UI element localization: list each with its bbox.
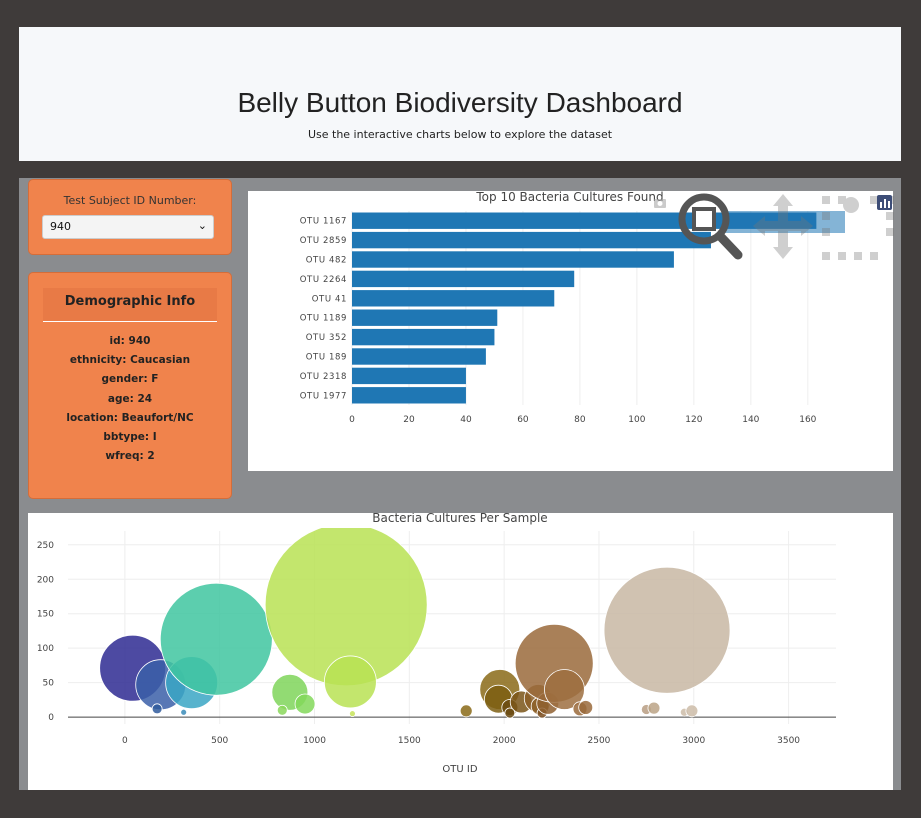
bar-y-tick-label: OTU 2318 <box>300 372 347 382</box>
bar[interactable] <box>352 367 466 385</box>
camera-icon[interactable] <box>654 199 666 208</box>
bar-y-tick-label: OTU 1189 <box>300 314 347 324</box>
bar[interactable] <box>352 251 674 268</box>
selector-label: Test Subject ID Number: <box>63 194 197 207</box>
demo-line: wfreq: 2 <box>105 450 155 463</box>
bar[interactable] <box>352 328 495 346</box>
bubble-point[interactable] <box>603 566 731 694</box>
bar-x-tick-label: 40 <box>460 415 472 425</box>
bubble-point[interactable] <box>544 669 585 710</box>
bar-x-tick-label: 20 <box>403 415 415 425</box>
bar[interactable] <box>352 309 498 326</box>
bar[interactable] <box>352 231 711 249</box>
bubble-point[interactable] <box>180 708 188 716</box>
box-select-icon[interactable] <box>822 196 894 260</box>
bubble-x-tick-label: 3500 <box>777 736 800 746</box>
bubble-x-axis-title: OTU ID <box>442 764 477 775</box>
bubble-y-tick-label: 50 <box>43 679 55 689</box>
bubble-x-tick-label: 500 <box>211 736 228 746</box>
bubble-point[interactable] <box>323 655 377 709</box>
bar-x-tick-label: 80 <box>574 415 586 425</box>
bubble-point[interactable] <box>578 700 594 715</box>
bar-y-tick-label: OTU 41 <box>312 294 347 304</box>
bubble-y-tick-label: 150 <box>37 610 54 620</box>
bar-x-tick-label: 140 <box>742 415 759 425</box>
demo-line: age: 24 <box>107 392 153 405</box>
bubble-point[interactable] <box>159 582 273 696</box>
bubble-y-tick-label: 100 <box>37 644 54 654</box>
bubble-x-tick-label: 1500 <box>398 736 421 746</box>
bubble-point[interactable] <box>685 704 699 718</box>
bar-x-tick-label: 120 <box>685 415 702 425</box>
bar[interactable] <box>352 290 555 307</box>
bar-y-tick-label: OTU 1167 <box>300 217 347 227</box>
bubble-y-tick-label: 0 <box>48 713 54 723</box>
modebar <box>654 193 894 260</box>
bubble-x-tick-label: 2000 <box>493 736 516 746</box>
bubble-x-tick-label: 2500 <box>588 736 611 746</box>
bubble-point[interactable] <box>349 710 356 718</box>
bubble-point[interactable] <box>151 703 163 715</box>
page-subtitle: Use the interactive charts below to expl… <box>307 128 613 141</box>
page-title: Belly Button Biodiversity Dashboard <box>237 87 683 118</box>
bar-x-tick-label: 100 <box>628 415 645 425</box>
bar[interactable] <box>352 387 466 404</box>
bubble-point[interactable] <box>276 704 288 716</box>
selector-card: Test Subject ID Number: 940 ⌄ <box>28 179 232 255</box>
demographic-card: Demographic Info id: 940 ethnicity: Cauc… <box>28 272 232 499</box>
demo-line: gender: F <box>101 373 159 386</box>
bubble-y-tick-label: 250 <box>37 541 54 551</box>
bar-x-tick-label: 60 <box>517 415 529 425</box>
bar-x-tick-label: 0 <box>349 415 355 425</box>
bubble-y-tick-label: 200 <box>37 575 54 585</box>
bar-y-tick-label: OTU 482 <box>306 256 347 266</box>
bar-y-tick-label: OTU 189 <box>306 353 347 363</box>
demo-line: bbtype: I <box>103 430 157 443</box>
bubble-point[interactable] <box>459 704 473 718</box>
bar[interactable] <box>352 270 575 288</box>
demo-line: ethnicity: Caucasian <box>69 354 191 367</box>
subject-id-select[interactable]: 940 ⌄ <box>42 215 214 239</box>
bar-chart-title: Top 10 Bacteria Cultures Found <box>475 191 663 204</box>
demo-line: id: 940 <box>109 335 151 347</box>
bubble-chart: Bacteria Cultures Per Sample 0 500 1000 150… <box>37 511 836 775</box>
bubble-point[interactable] <box>647 701 661 715</box>
plotly-logo-icon[interactable] <box>877 195 892 210</box>
pan-icon[interactable] <box>753 194 813 259</box>
bar-y-tick-label: OTU 2859 <box>300 236 347 246</box>
bar-y-tick-label: OTU 352 <box>306 333 347 343</box>
bar[interactable] <box>352 348 486 365</box>
demographic-title: Demographic Info <box>43 288 217 322</box>
demo-line: location: Beaufort/NC <box>66 411 194 424</box>
bubble-chart-panel: Bacteria Cultures Per Sample 0 500 1000 150… <box>28 511 893 790</box>
bubble-point[interactable] <box>294 693 316 715</box>
demographic-list: id: 940 ethnicity: Caucasian gender: F a… <box>29 335 231 469</box>
bubble-x-tick-label: 3000 <box>682 736 705 746</box>
bubble-x-tick-label: 0 <box>122 736 128 746</box>
header-banner: Belly Button Biodiversity Dashboard Use … <box>19 27 901 161</box>
zoom-icon[interactable] <box>678 193 845 260</box>
bar-y-tick-label: OTU 2264 <box>300 275 347 285</box>
bubble-x-tick-label: 1000 <box>303 736 326 746</box>
bubble-chart-title: Bacteria Cultures Per Sample <box>372 513 547 525</box>
bubble-point[interactable] <box>504 707 516 719</box>
bar-y-tick-label: OTU 1977 <box>300 391 347 401</box>
bar-x-tick-label: 160 <box>799 415 816 425</box>
subject-id-value: 940 <box>50 220 71 233</box>
chevron-down-icon: ⌄ <box>197 219 207 232</box>
